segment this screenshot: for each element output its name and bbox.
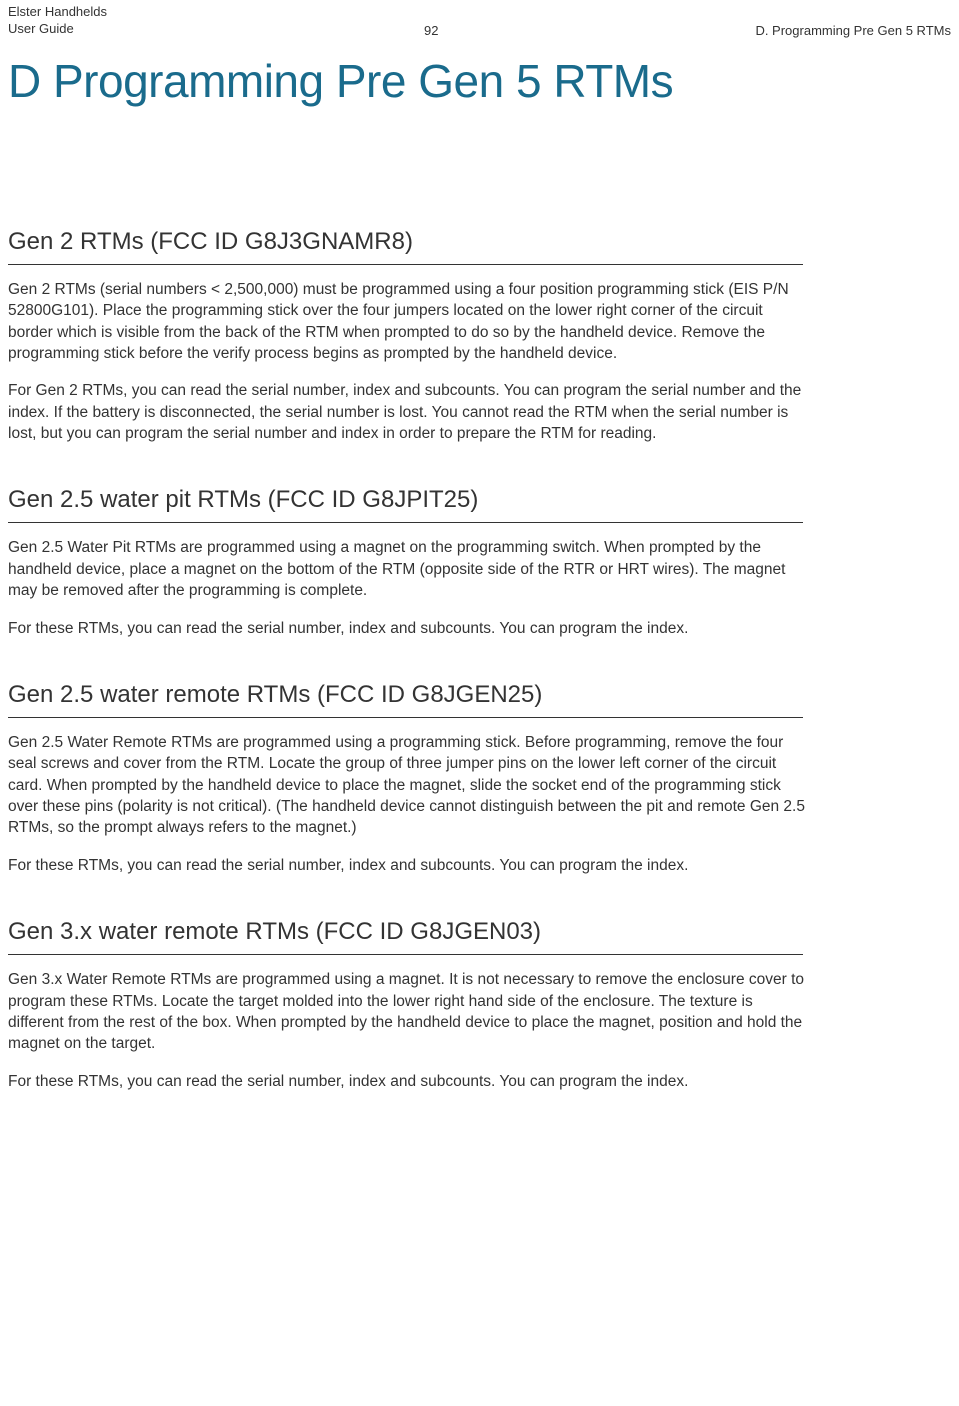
- section-heading: Gen 2.5 water pit RTMs (FCC ID G8JPIT25): [8, 486, 951, 522]
- page-title: D Programming Pre Gen 5 RTMs: [0, 40, 959, 108]
- section-heading: Gen 2.5 water remote RTMs (FCC ID G8JGEN…: [8, 681, 951, 717]
- header-left: Elster Handhelds User Guide: [8, 4, 107, 38]
- body-paragraph: Gen 2 RTMs (serial numbers < 2,500,000) …: [8, 279, 808, 365]
- body-paragraph: For these RTMs, you can read the serial …: [8, 1071, 808, 1092]
- chapter-reference: D. Programming Pre Gen 5 RTMs: [755, 23, 951, 38]
- body-paragraph: Gen 3.x Water Remote RTMs are programmed…: [8, 969, 808, 1055]
- section-divider: [8, 264, 803, 265]
- section-gen2: Gen 2 RTMs (FCC ID G8J3GNAMR8) Gen 2 RTM…: [8, 228, 951, 445]
- content-area: Gen 2 RTMs (FCC ID G8J3GNAMR8) Gen 2 RTM…: [0, 228, 959, 1092]
- page-header: Elster Handhelds User Guide 92 D. Progra…: [0, 0, 959, 40]
- page-number: 92: [424, 23, 438, 38]
- guide-label: User Guide: [8, 21, 107, 38]
- body-paragraph: For these RTMs, you can read the serial …: [8, 855, 808, 876]
- section-divider: [8, 717, 803, 718]
- section-divider: [8, 522, 803, 523]
- section-gen25-remote: Gen 2.5 water remote RTMs (FCC ID G8JGEN…: [8, 681, 951, 876]
- brand-name: Elster Handhelds: [8, 4, 107, 21]
- section-divider: [8, 954, 803, 955]
- body-paragraph: For Gen 2 RTMs, you can read the serial …: [8, 380, 808, 444]
- section-heading: Gen 2 RTMs (FCC ID G8J3GNAMR8): [8, 228, 951, 264]
- body-paragraph: Gen 2.5 Water Pit RTMs are programmed us…: [8, 537, 808, 601]
- section-gen3x-remote: Gen 3.x water remote RTMs (FCC ID G8JGEN…: [8, 918, 951, 1092]
- body-paragraph: For these RTMs, you can read the serial …: [8, 618, 808, 639]
- section-gen25-pit: Gen 2.5 water pit RTMs (FCC ID G8JPIT25)…: [8, 486, 951, 639]
- body-paragraph: Gen 2.5 Water Remote RTMs are programmed…: [8, 732, 808, 839]
- section-heading: Gen 3.x water remote RTMs (FCC ID G8JGEN…: [8, 918, 951, 954]
